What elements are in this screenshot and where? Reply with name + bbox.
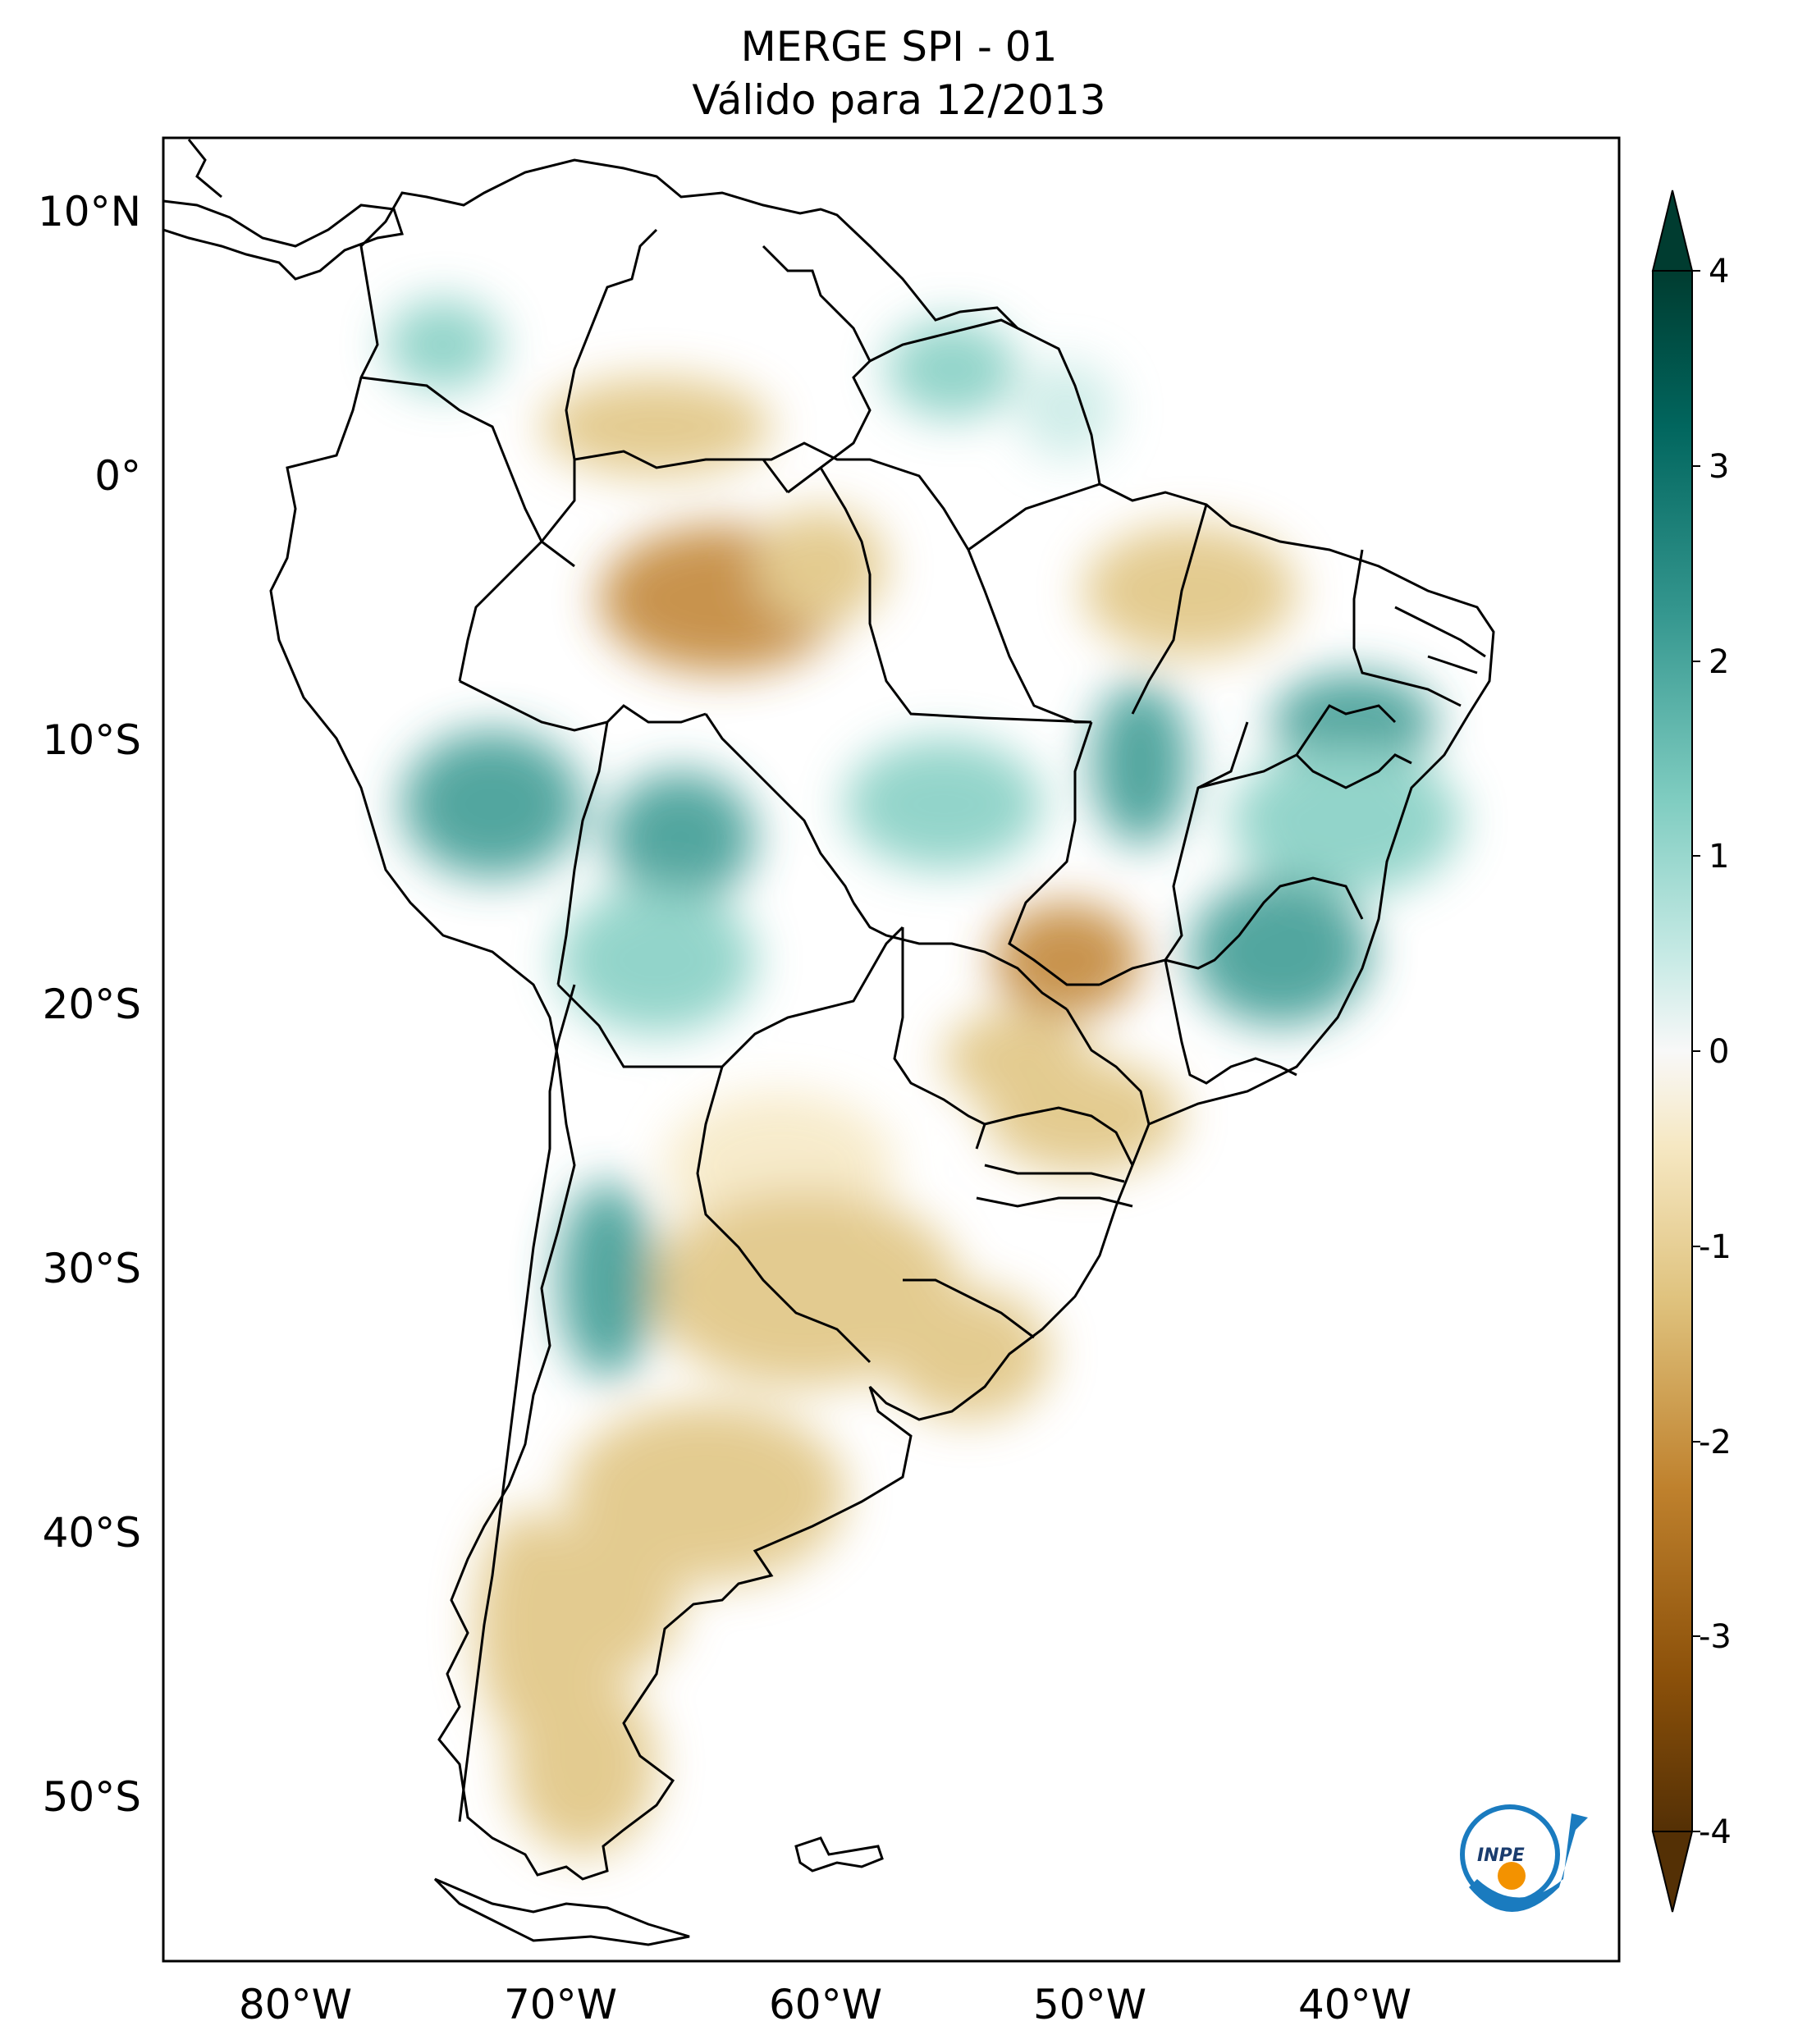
south-america-coastline — [269, 158, 1495, 1881]
colorbar-bar — [1652, 270, 1693, 1832]
lon-tick-label: 60°W — [769, 1981, 882, 2028]
country-state-borders — [360, 228, 1486, 1822]
colorbar-tick-label: 0 — [1709, 1033, 1729, 1071]
colorbar-tick-label: 4 — [1709, 253, 1729, 290]
map-title: MERGE SPI - 01 — [740, 23, 1058, 71]
lat-tick-label: 10°N — [38, 188, 141, 235]
lat-tick-label: 30°S — [43, 1245, 141, 1292]
colorbar-tick-label: -2 — [1699, 1424, 1732, 1461]
inpe-logo-text: INPE — [1477, 1845, 1525, 1866]
lat-tick-label: 10°S — [43, 716, 141, 764]
colorbar-tick-label: 2 — [1709, 643, 1729, 681]
lat-tick-label: 20°S — [43, 981, 141, 1028]
map-frame — [162, 136, 1621, 1963]
colorbar: 4 3 2 1 0 -1 -2 -3 -4 — [1651, 190, 1732, 1913]
spi-anomaly-field — [386, 300, 1461, 1854]
lat-tick-label: 40°S — [43, 1509, 141, 1557]
colorbar-tick-label: -4 — [1699, 1813, 1732, 1851]
lon-tick-label: 70°W — [504, 1981, 617, 2028]
colorbar-tick-label: 1 — [1709, 838, 1729, 876]
lon-tick-label: 80°W — [239, 1981, 352, 2028]
colorbar-top-extend — [1651, 190, 1694, 272]
longitude-ticks: 80°W 70°W 60°W 50°W 40°W — [239, 1981, 1411, 2028]
map-area — [163, 138, 1619, 1961]
map-subtitle: Válido para 12/2013 — [692, 76, 1106, 124]
colorbar-bottom-extend — [1651, 1831, 1694, 1913]
colorbar-tick-label: 3 — [1709, 448, 1729, 486]
lon-tick-label: 40°W — [1298, 1981, 1411, 2028]
lat-tick-label: 50°S — [43, 1773, 141, 1821]
falkland-islands — [794, 1836, 884, 1873]
tierra-del-fuego-coastline — [433, 1877, 690, 1946]
latitude-ticks: 10°N 0° 10°S 20°S 30°S 40°S 50°S — [38, 188, 141, 1821]
lon-tick-label: 50°W — [1033, 1981, 1146, 2028]
central-america-coastline — [163, 199, 404, 281]
colorbar-tick-label: -3 — [1699, 1618, 1732, 1656]
inpe-logo: INPE — [1460, 1804, 1588, 1912]
lat-tick-label: 0° — [94, 452, 141, 500]
colorbar-tick-label: -1 — [1699, 1228, 1732, 1266]
